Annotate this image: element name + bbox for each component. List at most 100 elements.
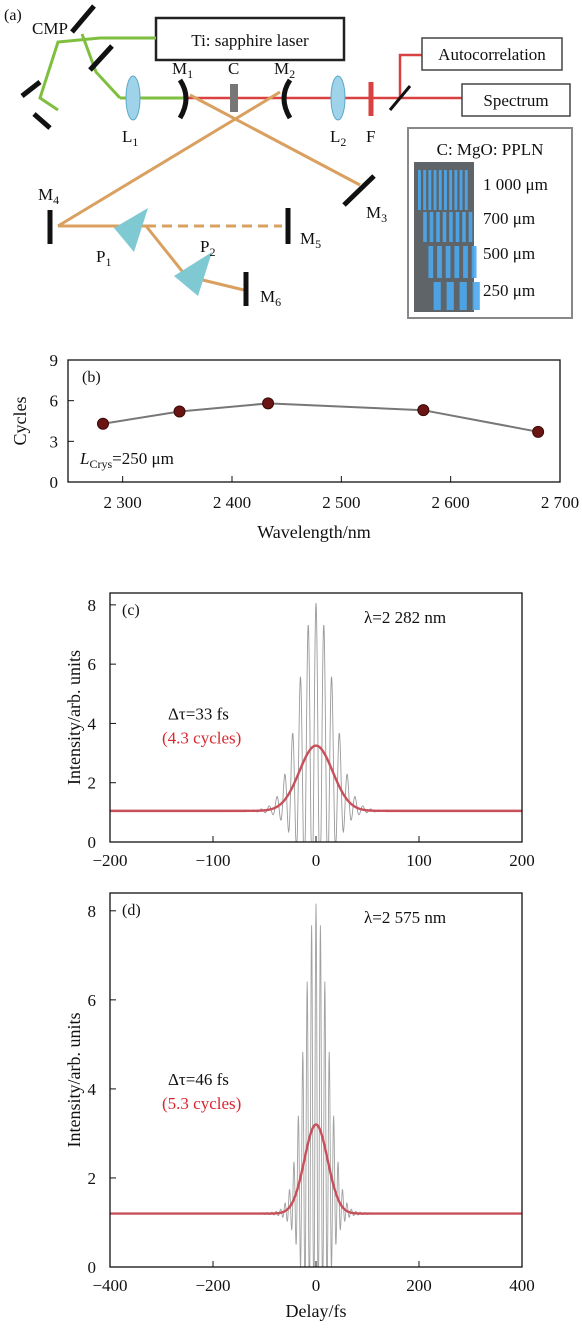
grating-stripe <box>468 212 473 242</box>
grating-stripe <box>433 282 441 310</box>
x-tick-label: 0 <box>312 1276 321 1295</box>
grating-stripe <box>429 212 434 242</box>
panel-a-label: (a) <box>4 7 22 24</box>
autocorrelation-label: Autocorrelation <box>438 45 546 64</box>
panel-label: (d) <box>122 902 141 919</box>
grating-stripe <box>463 246 468 278</box>
panel-b-label: (b) <box>82 369 101 386</box>
output-beam <box>186 53 462 100</box>
y-tick-label: 2 <box>88 1169 97 1188</box>
grating-stripe <box>436 212 440 242</box>
inset-length-500: 500 μm <box>483 244 535 263</box>
beam-splitter-icon <box>388 85 412 111</box>
m6-label: M6 <box>260 287 281 309</box>
x-tick-label: 2 400 <box>213 493 251 512</box>
grating-stripe <box>472 282 480 310</box>
signal-beam <box>57 90 361 292</box>
wavelength-label: λ=2 282 nm <box>364 608 446 627</box>
grating-stripe <box>438 170 442 210</box>
grating-stripe <box>442 212 447 242</box>
grating-stripe <box>433 170 437 210</box>
x-tick-label: 2 600 <box>432 493 470 512</box>
m3-label: M3 <box>366 203 387 225</box>
crystal-length-annotation: LCrys=250 μm <box>79 449 174 471</box>
envelope-fit <box>110 744 522 813</box>
inset-length-700: 700 μm <box>483 209 535 228</box>
x-tick-label: 100 <box>406 851 432 870</box>
l1-label: L1 <box>122 127 138 149</box>
inset-title: C: MgO: PPLN <box>437 140 544 159</box>
x-tick-label: −200 <box>92 851 127 870</box>
mirror-m1-icon <box>177 78 189 120</box>
grating-stripe <box>444 170 447 210</box>
lens-l1-icon <box>125 75 141 121</box>
prism-p2-icon <box>174 252 212 296</box>
x-tick-label: 2 500 <box>322 493 360 512</box>
crystal-icon <box>230 84 238 112</box>
m5-label: M5 <box>300 229 321 251</box>
prism-p1-icon <box>114 208 148 252</box>
data-point <box>96 417 109 430</box>
cmp-label: CMP <box>32 19 68 38</box>
crystal-grating-stripes <box>418 170 480 310</box>
y-axis-title: Intensity/arb. units <box>64 1013 84 1148</box>
m2-label: M2 <box>274 59 295 81</box>
cycles-line <box>102 402 539 433</box>
data-point <box>532 425 545 438</box>
x-axis-title: Wavelength/nm <box>257 522 371 542</box>
data-point <box>262 397 275 410</box>
y-tick-label: 0 <box>50 473 59 492</box>
plot-frame-b <box>67 359 561 483</box>
cycles-label: (5.3 cycles) <box>162 1094 241 1113</box>
autocorrelation-box <box>421 37 563 71</box>
l2-label: L2 <box>330 127 346 149</box>
y-tick-label: 9 <box>50 351 59 370</box>
spectrum-label: Spectrum <box>483 91 548 110</box>
y-tick-label: 0 <box>88 1258 97 1277</box>
x-tick-label: −200 <box>195 1276 230 1295</box>
grating-stripe <box>464 170 468 210</box>
grating-stripe <box>423 170 427 210</box>
lens-l2-icon <box>330 75 346 121</box>
grating-stripe <box>446 282 454 310</box>
y-tick-label: 4 <box>88 1080 97 1099</box>
inset-length-1000: 1 000 μm <box>483 175 548 194</box>
wavelength-label: λ=2 575 nm <box>364 908 446 927</box>
y-tick-label: 6 <box>88 991 97 1010</box>
inset-length-250: 250 μm <box>483 281 535 300</box>
spectrum-box <box>461 83 571 117</box>
data-point <box>417 404 430 417</box>
setup-diagram: (a) Ti: sapphire laser CMP L1 L2 M1 M2 C <box>4 4 573 319</box>
m1-label: M1 <box>172 59 193 81</box>
x-tick-label: 400 <box>509 1276 535 1295</box>
x-tick-label: 200 <box>406 1276 432 1295</box>
filter-label: F <box>366 127 375 146</box>
grating-stripe <box>454 246 460 278</box>
pulse-duration-label: Δτ=46 fs <box>168 1070 229 1089</box>
x-tick-label: 2 300 <box>104 493 142 512</box>
grating-stripe <box>428 246 434 278</box>
grating-stripe <box>471 246 477 278</box>
grating-stripe <box>459 170 463 210</box>
grating-stripe <box>455 212 460 242</box>
pulse-duration-label: Δτ=33 fs <box>168 704 229 723</box>
mirror-m2-icon <box>281 78 293 120</box>
grating-stripe <box>459 282 467 310</box>
grating-stripe <box>449 170 453 210</box>
crystal-label: C <box>228 59 239 78</box>
envelope-fit <box>110 1123 522 1215</box>
y-tick-label: 2 <box>88 774 97 793</box>
grating-stripe <box>462 212 466 242</box>
m4-label: M4 <box>38 185 59 207</box>
x-tick-label: −100 <box>195 851 230 870</box>
annotation-value: =250 μm <box>112 449 174 468</box>
p2-label: P2 <box>200 237 215 259</box>
mirror-m3-icon <box>342 174 376 207</box>
data-point <box>173 405 186 418</box>
y-tick-label: 6 <box>88 655 97 674</box>
chart-d: (d) 0 2 4 6 8 −400 −200 0 200 400 Intensity/arb. un… <box>64 892 535 1321</box>
panel-label: (c) <box>122 602 140 619</box>
y-tick-label: 6 <box>50 392 59 411</box>
chart-b: (b) 0 3 6 9 2 300 2 400 2 500 2 600 2 700 Cycles Wa… <box>10 351 579 542</box>
grating-stripe <box>418 170 421 210</box>
